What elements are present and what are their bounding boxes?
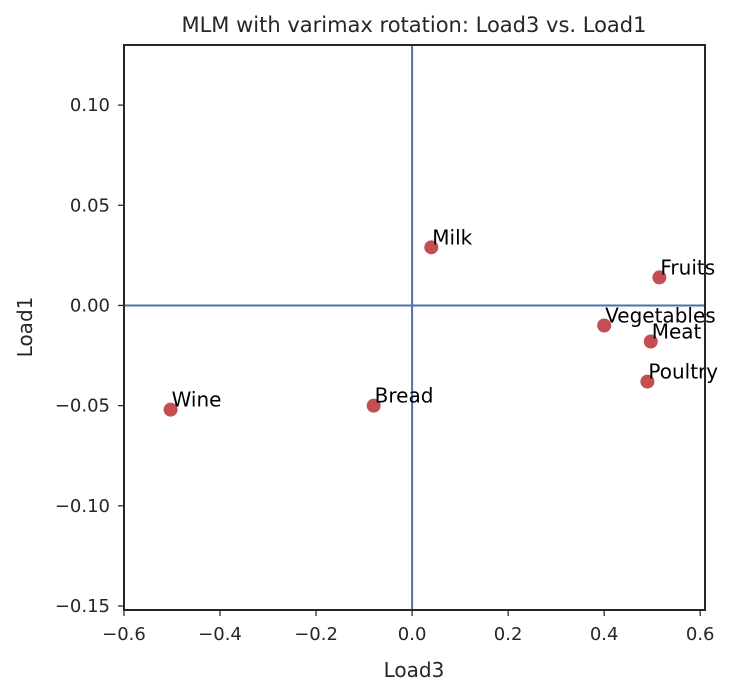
point-label: Milk	[432, 225, 472, 249]
y-tick-label: 0.00	[70, 295, 110, 316]
point-label: Poultry	[648, 360, 718, 384]
x-tick-label: −0.4	[198, 624, 242, 645]
plot-frame	[123, 44, 706, 611]
y-axis-label: Load1	[13, 297, 37, 358]
y-tick-label: 0.05	[70, 195, 110, 216]
y-tick-label: −0.05	[55, 396, 110, 417]
data-point	[652, 270, 667, 285]
x-tick-label: 0.4	[590, 624, 619, 645]
data-point	[163, 402, 178, 417]
point-label: Bread	[375, 384, 434, 408]
plot-area: −0.6 −0.4 −0.2 0.0 0.2 0.4 0.6 −0.15 −0.10 −0.05 0…	[55, 44, 718, 645]
data-point	[366, 398, 381, 413]
data-point	[640, 374, 655, 389]
point-label: Vegetables	[605, 303, 716, 327]
x-tick-label: 0.2	[494, 624, 523, 645]
point-label: Fruits	[660, 255, 715, 279]
x-tick-label: −0.2	[294, 624, 338, 645]
point-label: Wine	[172, 388, 222, 412]
y-tick-label: −0.10	[55, 496, 110, 517]
y-tick-label: 0.10	[70, 95, 110, 116]
point-label: Meat	[652, 320, 702, 344]
x-tick-label: −0.6	[102, 624, 146, 645]
chart-title: MLM with varimax rotation: Load3 vs. Loa…	[181, 13, 646, 37]
y-tick-label: −0.15	[55, 596, 110, 617]
x-tick-label: 0.0	[398, 624, 427, 645]
data-point	[643, 334, 658, 349]
x-axis-label: Load3	[384, 658, 445, 682]
x-tick-label: 0.6	[686, 624, 715, 645]
data-point	[597, 318, 612, 333]
data-point	[424, 240, 439, 255]
